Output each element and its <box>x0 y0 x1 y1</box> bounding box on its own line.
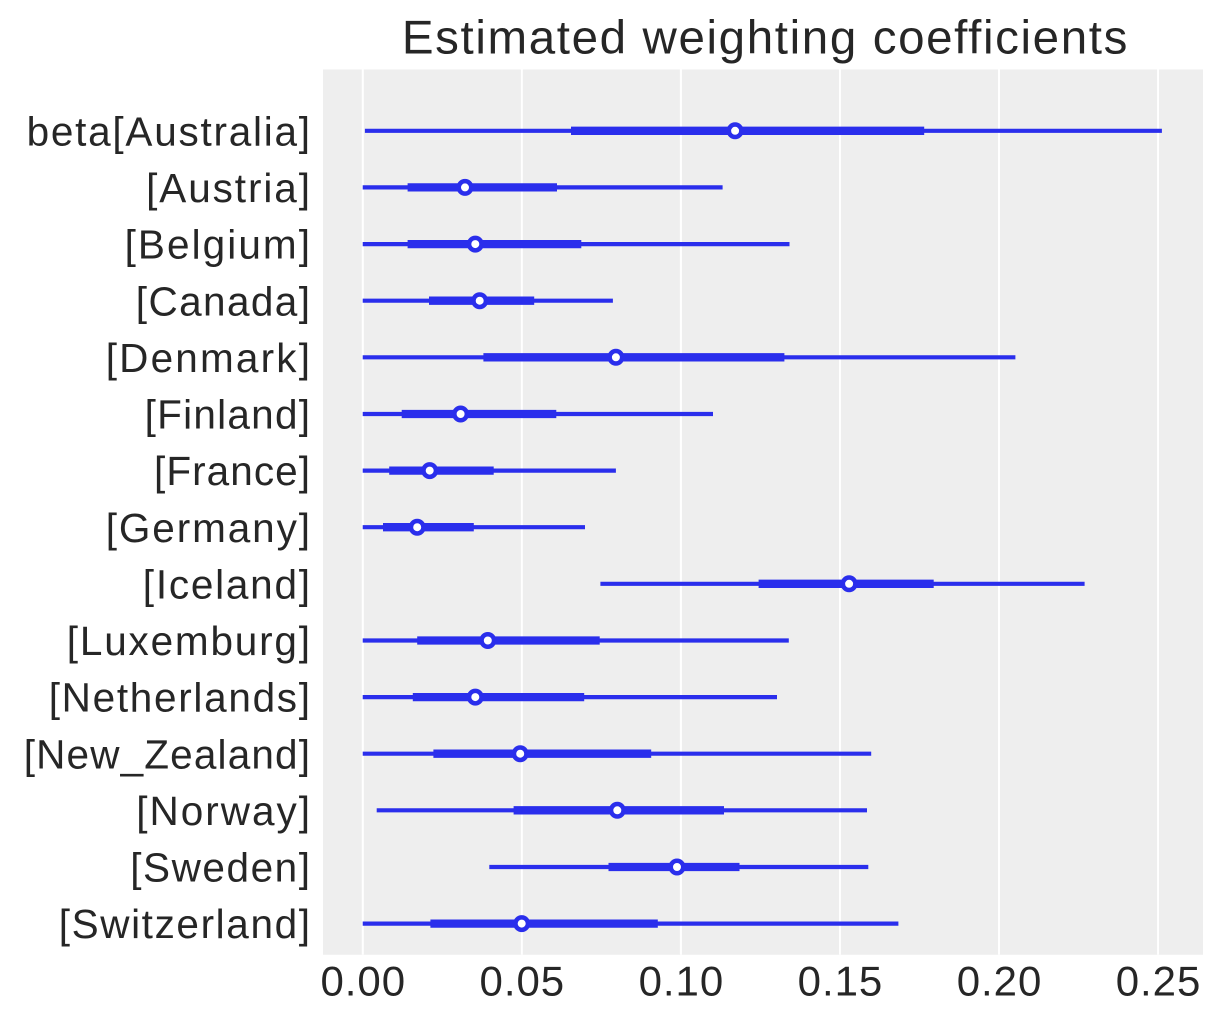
svg-text:[Netherlands]: [Netherlands] <box>49 675 310 721</box>
svg-text:0.00: 0.00 <box>321 958 406 1005</box>
svg-text:[Denmark]: [Denmark] <box>106 335 310 381</box>
svg-text:0.20: 0.20 <box>957 958 1042 1005</box>
svg-text:[New_Zealand]: [New_Zealand] <box>24 731 310 777</box>
svg-text:[Luxemburg]: [Luxemburg] <box>67 618 310 664</box>
svg-text:[Belgium]: [Belgium] <box>125 222 310 268</box>
svg-text:[Switzerland]: [Switzerland] <box>59 901 310 947</box>
svg-text:[Canada]: [Canada] <box>136 278 310 324</box>
svg-text:0.15: 0.15 <box>798 958 883 1005</box>
svg-text:[Finland]: [Finland] <box>145 392 310 438</box>
svg-text:[Sweden]: [Sweden] <box>130 845 310 891</box>
svg-text:Estimated weighting coefficien: Estimated weighting coefficients <box>402 11 1128 64</box>
svg-text:0.25: 0.25 <box>1116 958 1201 1005</box>
svg-text:[Iceland]: [Iceland] <box>143 561 310 607</box>
svg-text:[Austria]: [Austria] <box>146 165 310 211</box>
svg-text:[Norway]: [Norway] <box>136 788 310 834</box>
svg-text:beta[Australia]: beta[Australia] <box>27 108 310 154</box>
svg-text:[France]: [France] <box>154 448 310 494</box>
svg-text:0.05: 0.05 <box>480 958 565 1005</box>
svg-text:0.10: 0.10 <box>639 958 724 1005</box>
svg-text:[Germany]: [Germany] <box>106 505 310 551</box>
